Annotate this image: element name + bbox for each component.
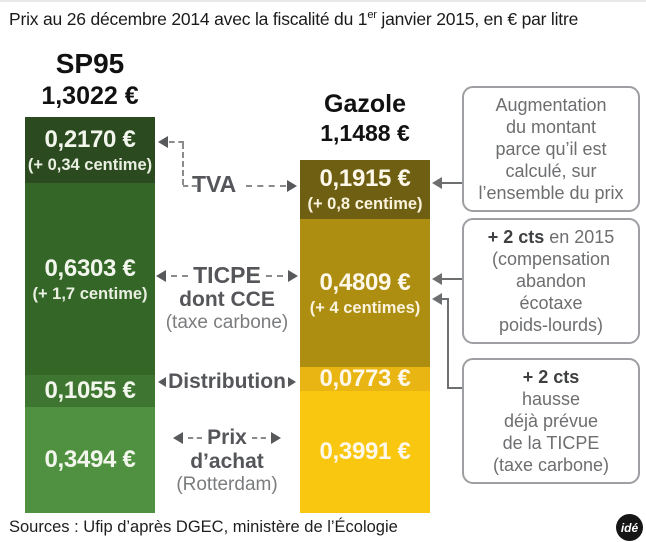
sp95-header: SP95 1,3022 € <box>25 48 155 111</box>
prix-dash-left <box>188 437 203 439</box>
gazole-name: Gazole <box>324 90 406 118</box>
sp95-segment-tva: 0,2170 € (+ 0,34 centime) <box>25 117 155 183</box>
gazole-total: 1,1488 € <box>320 120 410 146</box>
sp95-name: SP95 <box>55 48 125 79</box>
prix-dash-right <box>251 437 266 439</box>
gazole-bar: 0,1915 € (+ 0,8 centime) 0,4809 € (+ 4 c… <box>300 160 430 513</box>
prix-label: Prix <box>207 426 247 449</box>
sp95-total: 1,3022 € <box>41 82 139 110</box>
callout-ticpe-note: + 2 cts hausse déjà prévue de la TICPE (t… <box>462 358 640 484</box>
ticpe-note: (taxe carbone) <box>165 312 289 333</box>
gazole-segment-ticpe: 0,4809 € (+ 4 centimes) <box>300 219 430 367</box>
callout-tva-note: Augmentation du montant parce qu’il est … <box>462 86 640 212</box>
gazole-segment-distribution: 0,0773 € <box>300 365 430 392</box>
sp95-bar: 0,2170 € (+ 0,34 centime) 0,6303 € (+ 1,… <box>25 117 155 513</box>
callout-ecotaxe-bold: + 2 cts <box>487 227 545 247</box>
sp95-achat-amount: 0,3494 € <box>44 446 136 473</box>
gazole-tva-change: (+ 0,8 centime) <box>307 195 423 213</box>
callout1-line <box>441 182 463 184</box>
title-text-2: janvier 2015, en € par litre <box>376 9 579 29</box>
sp95-tva-change: (+ 0,34 centime) <box>27 155 153 174</box>
callout2-line <box>441 278 463 280</box>
gazole-achat-amount: 0,3991 € <box>319 438 411 465</box>
gazole-segment-achat: 0,3991 € <box>300 391 430 513</box>
ticpe-dash-right <box>265 274 283 277</box>
tva-dash-vertical <box>182 143 184 185</box>
prix-arrow-right-icon <box>270 432 281 444</box>
tva-arrow-right-icon <box>287 180 297 192</box>
prix-subline: d’achat <box>190 450 264 473</box>
ticpe-label: TICPE <box>193 262 261 288</box>
sp95-distribution-amount: 0,1055 € <box>44 377 136 404</box>
prix-achat-row: Prix <box>156 426 298 450</box>
callout3-arrow-icon <box>432 293 442 305</box>
page-title: Prix au 26 décembre 2014 avec la fiscali… <box>9 9 578 30</box>
callout2-arrow-icon <box>432 273 442 285</box>
prix-arrow-left-icon <box>173 432 184 444</box>
ticpe-subline: dont CCE <box>179 288 275 311</box>
callout3-line-h2 <box>447 387 463 389</box>
sp95-tva-amount: 0,2170 € <box>44 125 136 153</box>
sources-line: Sources : Ufip d’après DGEC, ministère d… <box>9 518 398 536</box>
callout-ecotaxe-text: en 2015 (compensation abandon écotaxe po… <box>491 227 615 335</box>
gazole-ticpe-change: (+ 4 centimes) <box>309 298 421 317</box>
sp95-segment-achat: 0,3494 € <box>25 407 155 513</box>
ide-logo: idé <box>616 514 643 541</box>
distribution-label: Distribution <box>168 370 286 393</box>
tva-dash-top <box>169 141 184 143</box>
tva-dash-right <box>246 185 286 187</box>
sp95-ticpe-change: (+ 1,7 centime) <box>32 284 148 303</box>
ticpe-dash-left <box>171 274 189 277</box>
sp95-segment-distribution: 0,1055 € <box>25 375 155 407</box>
gazole-ticpe-amount: 0,4809 € <box>319 268 411 296</box>
tva-label: TVA <box>192 171 237 197</box>
title-text: Prix au 26 décembre 2014 avec la fiscali… <box>9 9 368 29</box>
callout3-line-h1 <box>441 298 449 300</box>
tva-dash-elbow <box>183 185 197 187</box>
sp95-segment-ticpe: 0,6303 € (+ 1,7 centime) <box>25 183 155 375</box>
title-superscript: er <box>367 9 377 22</box>
prix-note: (Rotterdam) <box>176 474 278 495</box>
callout-ticpe-text: hausse déjà prévue de la TICPE (taxe car… <box>492 389 610 475</box>
callout1-arrow-icon <box>432 177 442 189</box>
gazole-tva-amount: 0,1915 € <box>319 165 411 192</box>
callout-tva-text: Augmentation du montant parce qu’il est … <box>478 95 624 203</box>
ticpe-row: TICPE <box>156 262 298 289</box>
gazole-distribution-amount: 0,0773 € <box>319 365 411 392</box>
distribution-row: Distribution <box>152 370 302 394</box>
gazole-header: Gazole 1,1488 € <box>300 90 430 147</box>
gazole-segment-tva: 0,1915 € (+ 0,8 centime) <box>300 160 430 219</box>
sp95-ticpe-amount: 0,6303 € <box>44 254 136 282</box>
ticpe-arrow-right-icon <box>287 269 298 282</box>
ticpe-arrow-left-icon <box>156 269 166 282</box>
distribution-arrow-left-icon <box>158 377 167 387</box>
distribution-arrow-right-icon <box>287 377 296 387</box>
tva-arrow-left-icon <box>158 136 168 148</box>
callout3-line-v <box>447 298 449 389</box>
callout-ticpe-bold: + 2 cts <box>522 367 580 387</box>
callout-ecotaxe-note: + 2 cts en 2015 (compensation abandon éc… <box>462 218 640 344</box>
